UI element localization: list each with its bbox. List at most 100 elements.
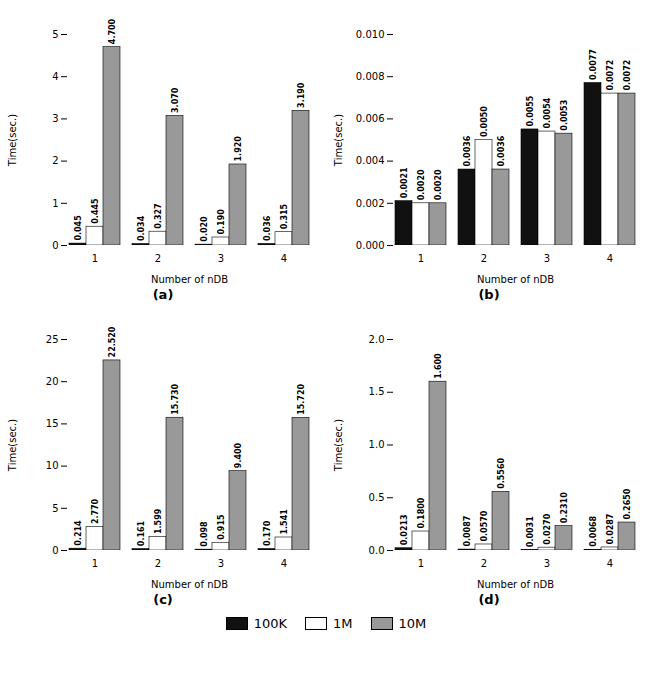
svg-text:5: 5 (52, 29, 58, 40)
svg-text:2: 2 (155, 558, 161, 569)
svg-text:0.020: 0.020 (200, 216, 209, 242)
svg-text:3.070: 3.070 (171, 87, 180, 113)
svg-text:0.0053: 0.0053 (560, 100, 569, 131)
svg-text:0.445: 0.445 (91, 198, 100, 224)
svg-text:0.0213: 0.0213 (400, 514, 409, 545)
svg-text:4: 4 (281, 558, 287, 569)
svg-text:0.045: 0.045 (74, 215, 83, 241)
svg-text:0.0077: 0.0077 (589, 49, 598, 80)
svg-text:9.400: 9.400 (234, 442, 243, 468)
svg-text:0.915: 0.915 (217, 514, 226, 540)
svg-text:Number of nDB: Number of nDB (151, 274, 228, 285)
svg-text:5: 5 (52, 503, 58, 514)
svg-text:0.0270: 0.0270 (543, 513, 552, 544)
svg-text:4.700: 4.700 (108, 18, 117, 44)
svg-text:25: 25 (46, 334, 59, 345)
svg-text:Time(sec.): Time(sec.) (7, 114, 18, 167)
html-text:100K: 100K (253, 616, 287, 631)
svg-text:3: 3 (544, 253, 550, 264)
svg-text:2: 2 (52, 155, 58, 166)
svg-text:0.0072: 0.0072 (606, 60, 615, 91)
svg-text:Time(sec.): Time(sec.) (333, 114, 344, 167)
svg-text:1.541: 1.541 (280, 509, 289, 535)
svg-text:0.0031: 0.0031 (526, 516, 535, 547)
svg-text:Time(sec.): Time(sec.) (7, 419, 18, 472)
svg-text:0.0287: 0.0287 (606, 514, 615, 545)
svg-text:0.2650: 0.2650 (623, 488, 632, 519)
svg-text:0.008: 0.008 (356, 71, 385, 82)
svg-text:2.0: 2.0 (369, 334, 385, 345)
svg-text:0.190: 0.190 (217, 209, 226, 235)
svg-text:0.000: 0.000 (356, 240, 385, 251)
svg-text:2.770: 2.770 (91, 498, 100, 524)
svg-text:15: 15 (46, 418, 59, 429)
svg-text:0.0: 0.0 (369, 545, 385, 556)
svg-text:0.006: 0.006 (356, 113, 385, 124)
svg-text:0.327: 0.327 (154, 203, 163, 228)
svg-text:3: 3 (218, 558, 224, 569)
svg-text:0.034: 0.034 (137, 215, 146, 241)
svg-text:1.5: 1.5 (369, 386, 385, 397)
svg-text:Time(sec.): Time(sec.) (333, 419, 344, 472)
svg-text:0.0050: 0.0050 (480, 106, 489, 137)
svg-text:Number of nDB: Number of nDB (477, 274, 554, 285)
svg-text:0.0072: 0.0072 (623, 60, 632, 91)
svg-text:Number of nDB: Number of nDB (477, 579, 554, 590)
svg-text:1: 1 (418, 558, 424, 569)
svg-text:0.5: 0.5 (369, 492, 385, 503)
svg-text:1.0: 1.0 (369, 439, 385, 450)
svg-text:0.0068: 0.0068 (589, 515, 598, 546)
svg-text:0.0087: 0.0087 (463, 516, 472, 547)
svg-text:4: 4 (607, 558, 613, 569)
html-text:(b): (b) (478, 287, 500, 302)
svg-text:1.920: 1.920 (234, 136, 243, 162)
svg-text:0.0020: 0.0020 (434, 169, 443, 200)
svg-text:0.214: 0.214 (74, 520, 83, 546)
svg-text:1.599: 1.599 (154, 508, 163, 534)
html-text:(a): (a) (152, 287, 174, 302)
svg-text:20: 20 (46, 376, 59, 387)
svg-text:0.161: 0.161 (137, 520, 146, 546)
svg-text:2: 2 (155, 253, 161, 264)
svg-text:0.0020: 0.0020 (417, 169, 426, 200)
svg-text:0.170: 0.170 (263, 520, 272, 546)
svg-text:10: 10 (46, 460, 59, 471)
svg-text:0.5560: 0.5560 (497, 458, 506, 489)
svg-text:1.600: 1.600 (434, 353, 443, 379)
svg-text:0.0054: 0.0054 (543, 97, 552, 128)
svg-text:0.036: 0.036 (263, 215, 272, 241)
svg-text:3.190: 3.190 (297, 82, 306, 108)
svg-text:3: 3 (52, 113, 58, 124)
svg-text:2: 2 (481, 558, 487, 569)
svg-text:4: 4 (52, 71, 58, 82)
svg-text:22.520: 22.520 (108, 326, 117, 357)
svg-text:0.0036: 0.0036 (463, 135, 472, 166)
svg-text:3: 3 (544, 558, 550, 569)
svg-text:1: 1 (52, 198, 58, 209)
svg-text:2: 2 (481, 253, 487, 264)
svg-text:0.004: 0.004 (356, 155, 385, 166)
svg-text:1: 1 (418, 253, 424, 264)
svg-text:0: 0 (52, 240, 58, 251)
svg-text:0.0055: 0.0055 (526, 95, 535, 126)
svg-text:15.720: 15.720 (297, 384, 306, 415)
svg-text:0: 0 (52, 545, 58, 556)
svg-text:0.098: 0.098 (200, 521, 209, 547)
svg-text:0.0570: 0.0570 (480, 510, 489, 541)
svg-text:0.0036: 0.0036 (497, 135, 506, 166)
svg-text:4: 4 (281, 253, 287, 264)
svg-text:4: 4 (607, 253, 613, 264)
svg-text:Number of nDB: Number of nDB (151, 579, 228, 590)
html-text:(d): (d) (478, 592, 500, 607)
svg-text:0.1800: 0.1800 (417, 497, 426, 528)
svg-text:0.2310: 0.2310 (560, 492, 569, 523)
svg-text:0.0021: 0.0021 (400, 167, 409, 198)
svg-text:1: 1 (92, 253, 98, 264)
svg-text:0.002: 0.002 (356, 198, 385, 209)
svg-text:3: 3 (218, 253, 224, 264)
svg-text:0.315: 0.315 (280, 203, 289, 229)
html-text:(c): (c) (153, 592, 173, 607)
svg-text:0.010: 0.010 (356, 29, 385, 40)
svg-text:1: 1 (92, 558, 98, 569)
svg-text:15.730: 15.730 (171, 383, 180, 414)
